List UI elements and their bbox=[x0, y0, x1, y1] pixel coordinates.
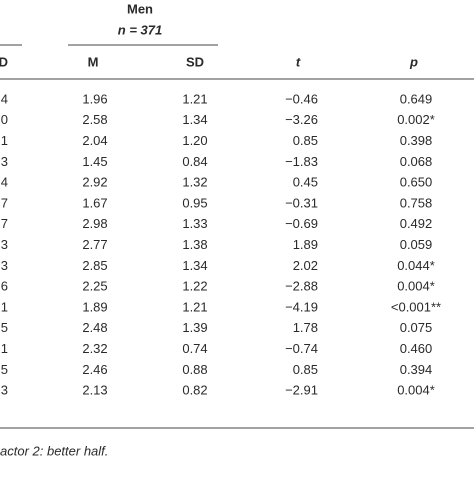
cell-cut: 7 bbox=[1, 216, 8, 231]
cell: 1.34 bbox=[182, 112, 207, 127]
cell-cut: 1 bbox=[1, 341, 8, 356]
cell: −0.69 bbox=[285, 216, 318, 231]
cell: 2.46 bbox=[82, 362, 107, 377]
cell: 0.95 bbox=[182, 195, 207, 210]
cell: <0.001** bbox=[391, 299, 441, 314]
cell-cut: 1 bbox=[1, 133, 8, 148]
cell: 1.39 bbox=[182, 320, 207, 335]
column-header: M bbox=[88, 54, 99, 69]
cell-cut: 7 bbox=[1, 195, 8, 210]
cell-cut: 4 bbox=[1, 91, 8, 106]
cell: 1.78 bbox=[293, 320, 318, 335]
cell: 2.13 bbox=[82, 383, 107, 398]
cell-cut: 4 bbox=[1, 175, 8, 190]
cell: 0.398 bbox=[400, 133, 433, 148]
cell-cut: 3 bbox=[1, 237, 8, 252]
cell: −0.46 bbox=[285, 91, 318, 106]
cell: 0.82 bbox=[182, 383, 207, 398]
cell: 0.004* bbox=[397, 383, 435, 398]
cell: −3.26 bbox=[285, 112, 318, 127]
cell-cut: 3 bbox=[1, 154, 8, 169]
cell: 1.89 bbox=[82, 299, 107, 314]
cell: 0.044* bbox=[397, 258, 435, 273]
footnote: actor 2: better half. bbox=[0, 443, 108, 458]
cell: 2.98 bbox=[82, 216, 107, 231]
group-title: Men bbox=[127, 1, 153, 16]
cell-cut: 6 bbox=[1, 279, 8, 294]
cell-cut: 5 bbox=[1, 362, 8, 377]
cell: 0.84 bbox=[182, 154, 207, 169]
cell: 0.85 bbox=[293, 362, 318, 377]
cell-cut: 5 bbox=[1, 320, 8, 335]
cell-cut: 3 bbox=[1, 383, 8, 398]
cell: 0.002* bbox=[397, 112, 435, 127]
cell: 1.32 bbox=[182, 175, 207, 190]
cell: −2.88 bbox=[285, 279, 318, 294]
group-size: n = 371 bbox=[118, 22, 162, 37]
cell: 1.67 bbox=[82, 195, 107, 210]
column-header: t bbox=[296, 54, 301, 69]
cell-cut: 3 bbox=[1, 258, 8, 273]
cell: 1.34 bbox=[182, 258, 207, 273]
cell: 2.32 bbox=[82, 341, 107, 356]
cell: 2.58 bbox=[82, 112, 107, 127]
cell: 2.02 bbox=[293, 258, 318, 273]
cell: 1.38 bbox=[182, 237, 207, 252]
cell: 0.068 bbox=[400, 154, 433, 169]
cell: 0.758 bbox=[400, 195, 433, 210]
cell: 0.075 bbox=[400, 320, 433, 335]
cell: 0.74 bbox=[182, 341, 207, 356]
cell: 1.21 bbox=[182, 299, 207, 314]
cell: 2.77 bbox=[82, 237, 107, 252]
cell: 0.492 bbox=[400, 216, 433, 231]
cell: 0.85 bbox=[293, 133, 318, 148]
cell: 0.004* bbox=[397, 279, 435, 294]
cell: 2.04 bbox=[82, 133, 107, 148]
cell: 2.25 bbox=[82, 279, 107, 294]
column-header-cut: D bbox=[0, 54, 8, 69]
cell-cut: 1 bbox=[1, 299, 8, 314]
cell: 2.48 bbox=[82, 320, 107, 335]
column-header: p bbox=[409, 54, 418, 69]
cell: 1.96 bbox=[82, 91, 107, 106]
cell: 0.650 bbox=[400, 175, 433, 190]
cell: 1.45 bbox=[82, 154, 107, 169]
cell: 0.45 bbox=[293, 175, 318, 190]
cell: −0.31 bbox=[285, 195, 318, 210]
cell: 1.20 bbox=[182, 133, 207, 148]
cell-cut: 0 bbox=[1, 112, 8, 127]
cell: 0.649 bbox=[400, 91, 433, 106]
cell: −2.91 bbox=[285, 383, 318, 398]
cell: 0.394 bbox=[400, 362, 433, 377]
cell: 1.22 bbox=[182, 279, 207, 294]
cell: 2.92 bbox=[82, 175, 107, 190]
cell: −0.74 bbox=[285, 341, 318, 356]
cell: 0.88 bbox=[182, 362, 207, 377]
cell: −4.19 bbox=[285, 299, 318, 314]
cell: −1.83 bbox=[285, 154, 318, 169]
cell: 1.33 bbox=[182, 216, 207, 231]
cell: 2.85 bbox=[82, 258, 107, 273]
cell: 0.059 bbox=[400, 237, 433, 252]
cell: 0.460 bbox=[400, 341, 433, 356]
cell: 1.21 bbox=[182, 91, 207, 106]
column-header: SD bbox=[186, 54, 204, 69]
cell: 1.89 bbox=[293, 237, 318, 252]
